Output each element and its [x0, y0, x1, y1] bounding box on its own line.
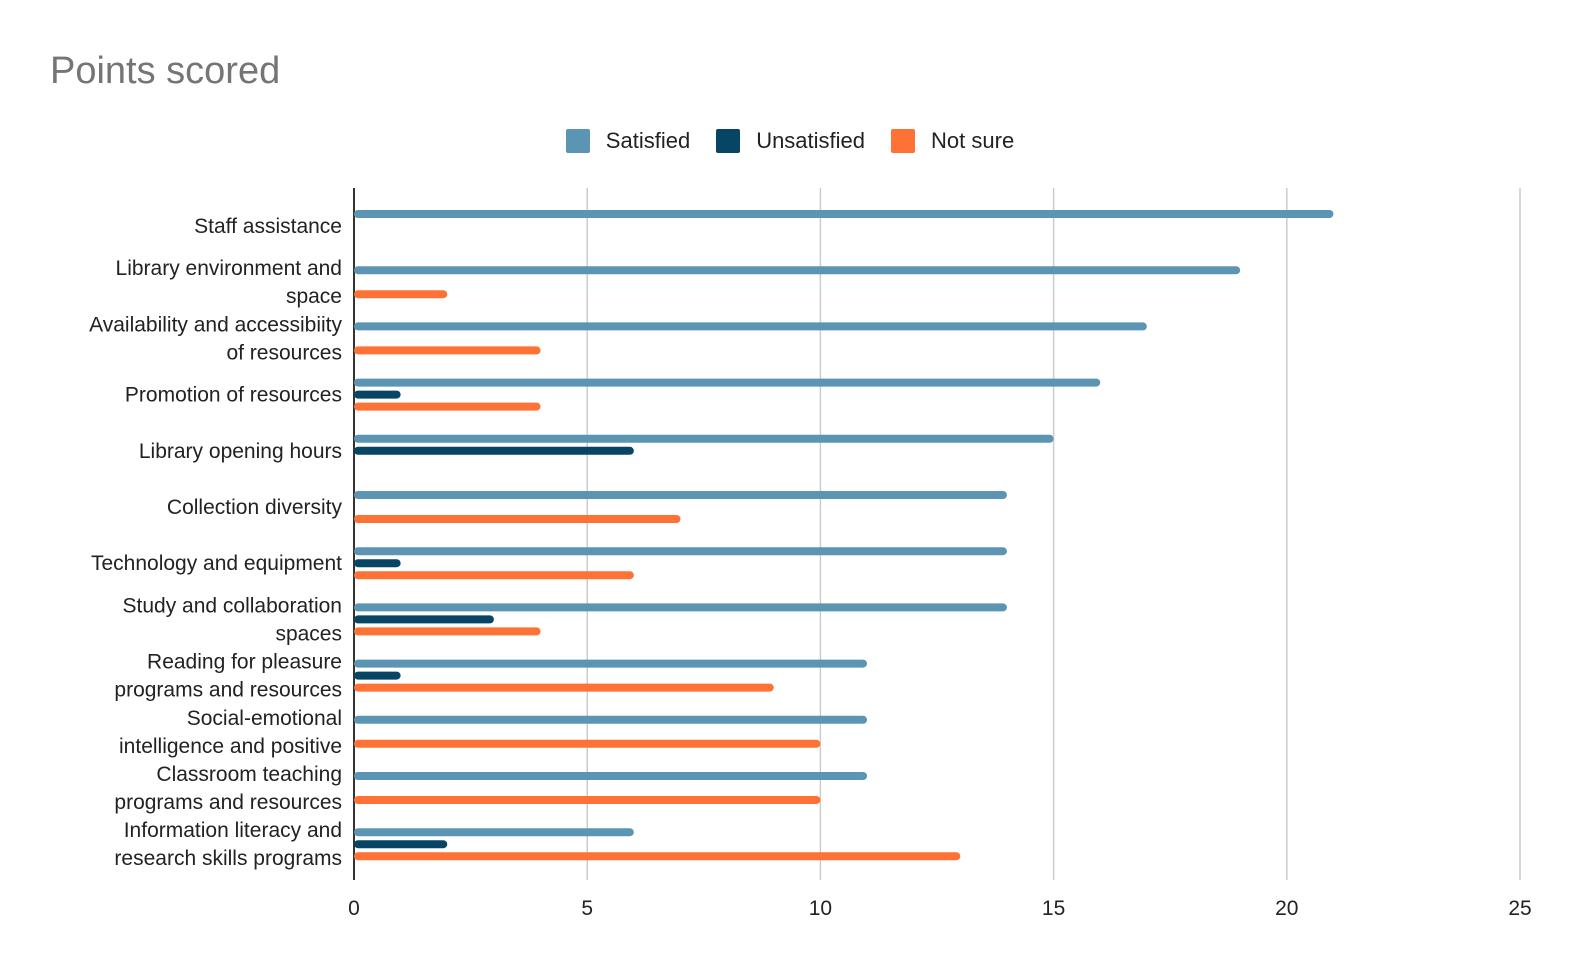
bar [354, 627, 541, 636]
bar [354, 615, 494, 624]
chart-legend: Satisfied Unsatisfied Not sure [0, 128, 1580, 154]
bar [354, 796, 821, 804]
x-tick-label: 5 [581, 897, 593, 920]
category-label: Staff assistance [194, 215, 342, 238]
bar [354, 547, 1007, 556]
category-label: Library environment and space [116, 257, 342, 308]
bar [354, 852, 961, 861]
legend-label: Unsatisfied [756, 128, 866, 153]
bar [354, 739, 821, 748]
category-label: Library opening hours [139, 440, 342, 463]
legend-swatch [891, 129, 916, 153]
bar [354, 559, 401, 568]
bar [354, 378, 1101, 387]
bar [354, 446, 634, 455]
category-label: Promotion of resources [125, 384, 342, 407]
bar [354, 603, 1007, 612]
category-label: Study and collaboration spaces [123, 594, 343, 645]
category-label: Technology and equipment [91, 552, 342, 575]
bar [354, 322, 1147, 331]
category-label-line: Staff assistance [194, 215, 342, 238]
bar [354, 346, 541, 355]
category-label-line: Reading for pleasure [147, 651, 342, 674]
category-label-line: research skills programs [114, 847, 342, 870]
bar [354, 515, 681, 523]
category-label-line: Library environment and [116, 257, 342, 280]
bar [354, 840, 448, 849]
chart-title: Points scored [50, 50, 281, 92]
bar [354, 402, 541, 411]
category-label-line: Availability and accessibiity [89, 313, 342, 336]
category-label-line: space [286, 285, 342, 308]
category-label: Collection diversity [167, 496, 343, 519]
x-tick-label: 25 [1508, 897, 1531, 920]
legend-swatch [565, 129, 590, 153]
category-label-line: Collection diversity [167, 496, 343, 519]
bar [354, 210, 1334, 218]
category-label-line: Study and collaboration [123, 594, 343, 617]
bar [354, 772, 868, 780]
category-label-line: Technology and equipment [91, 552, 342, 575]
category-label: Classroom teaching programs and resources [114, 763, 342, 814]
category-label: Reading for pleasure programs and resourc… [114, 651, 342, 702]
bar [354, 828, 634, 837]
x-tick-label: 10 [809, 897, 832, 920]
bar [354, 683, 774, 692]
bar [354, 390, 401, 399]
category-label-line: Social-emotional [187, 707, 342, 730]
bar [354, 715, 868, 724]
category-label: Social-emotional intelligence and positiv… [119, 707, 342, 758]
category-label-line: Classroom teaching [156, 763, 342, 786]
x-tick-label: 0 [348, 897, 360, 920]
bar [354, 266, 1241, 275]
category-label: Availability and accessibiity of resource… [89, 313, 342, 364]
bar [354, 491, 1007, 499]
category-label-line: spaces [275, 622, 342, 645]
bar [354, 290, 448, 299]
legend-label: Not sure [931, 128, 1015, 153]
bar [354, 434, 1054, 443]
x-tick-label: 20 [1275, 897, 1298, 920]
legend-item: Unsatisfied [716, 128, 865, 154]
legend-swatch [716, 129, 741, 153]
category-label: Information literacy and research skills … [114, 819, 342, 870]
legend-item: Satisfied [565, 128, 691, 154]
category-label-line: Library opening hours [139, 440, 342, 463]
legend-label: Satisfied [605, 128, 691, 153]
bar [354, 571, 634, 580]
category-label-line: programs and resources [114, 679, 342, 702]
category-label-line: Promotion of resources [125, 384, 342, 407]
category-label-line: of resources [226, 341, 342, 364]
bar [354, 659, 868, 668]
legend-item: Not sure [891, 128, 1014, 154]
x-tick-label: 15 [1042, 897, 1065, 920]
category-label-line: programs and resources [114, 791, 342, 814]
category-label-line: Information literacy and [124, 819, 342, 842]
category-label-line: intelligence and positive [119, 735, 342, 758]
bar [354, 671, 401, 680]
